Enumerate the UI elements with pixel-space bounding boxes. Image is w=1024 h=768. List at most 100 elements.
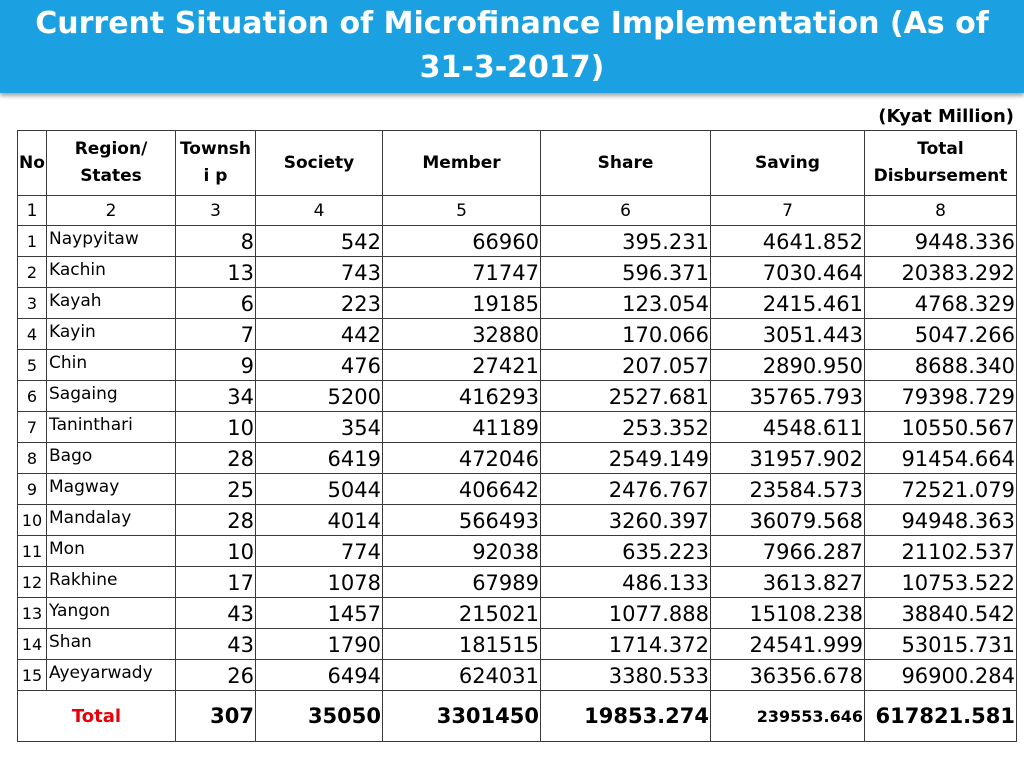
saving-value: 15108.238 bbox=[710, 597, 865, 629]
member-count: 416293 bbox=[382, 380, 541, 412]
row-number: 3 bbox=[17, 287, 47, 319]
table-row: 1 Naypyitaw 8 542 66960 395.231 4641.852 9448.3… bbox=[17, 225, 1017, 257]
township-count: 28 bbox=[175, 442, 256, 474]
row-number: 12 bbox=[17, 566, 47, 598]
saving-value: 4641.852 bbox=[710, 225, 865, 257]
township-count: 43 bbox=[175, 597, 256, 629]
society-count: 5200 bbox=[255, 380, 383, 412]
row-number: 13 bbox=[17, 597, 47, 629]
col-header-total-disbursement: Total Disbursement bbox=[864, 130, 1017, 196]
table-row: 12 Rakhine 17 1078 67989 486.133 3613.827 10753… bbox=[17, 566, 1017, 598]
disbursement-value: 8688.340 bbox=[864, 349, 1017, 381]
total-member: 3301450 bbox=[382, 690, 541, 742]
society-count: 1078 bbox=[255, 566, 383, 598]
society-count: 223 bbox=[255, 287, 383, 319]
disbursement-value: 96900.284 bbox=[864, 659, 1017, 691]
disbursement-value: 91454.664 bbox=[864, 442, 1017, 474]
column-index-cell: 6 bbox=[540, 195, 711, 226]
share-value: 1077.888 bbox=[540, 597, 711, 629]
col-header-share: Share bbox=[540, 130, 711, 196]
society-count: 6419 bbox=[255, 442, 383, 474]
header-row: No Region/ States Townshi p Society Memb… bbox=[17, 130, 1017, 196]
saving-value: 7966.287 bbox=[710, 535, 865, 567]
table-row: 3 Kayah 6 223 19185 123.054 2415.461 4768.329 bbox=[17, 287, 1017, 319]
col-header-saving: Saving bbox=[710, 130, 865, 196]
share-value: 253.352 bbox=[540, 411, 711, 443]
member-count: 67989 bbox=[382, 566, 541, 598]
township-count: 13 bbox=[175, 256, 256, 288]
share-value: 123.054 bbox=[540, 287, 711, 319]
disbursement-value: 10550.567 bbox=[864, 411, 1017, 443]
disbursement-value: 53015.731 bbox=[864, 628, 1017, 660]
member-count: 92038 bbox=[382, 535, 541, 567]
member-count: 27421 bbox=[382, 349, 541, 381]
row-number: 14 bbox=[17, 628, 47, 660]
region-name: Rakhine bbox=[46, 566, 176, 598]
table-row: 5 Chin 9 476 27421 207.057 2890.950 8688.340 bbox=[17, 349, 1017, 381]
table-row: 14 Shan 43 1790 181515 1714.372 24541.999 53015… bbox=[17, 628, 1017, 660]
society-count: 542 bbox=[255, 225, 383, 257]
column-index-cell: 4 bbox=[255, 195, 383, 226]
region-name: Shan bbox=[46, 628, 176, 660]
township-count: 17 bbox=[175, 566, 256, 598]
township-count: 6 bbox=[175, 287, 256, 319]
row-number: 10 bbox=[17, 504, 47, 536]
row-number: 11 bbox=[17, 535, 47, 567]
saving-value: 4548.611 bbox=[710, 411, 865, 443]
township-count: 28 bbox=[175, 504, 256, 536]
page-title-line1: Current Situation of Microfinance Implem… bbox=[35, 6, 989, 41]
row-number: 15 bbox=[17, 659, 47, 691]
society-count: 1457 bbox=[255, 597, 383, 629]
share-value: 395.231 bbox=[540, 225, 711, 257]
member-count: 41189 bbox=[382, 411, 541, 443]
share-value: 1714.372 bbox=[540, 628, 711, 660]
share-value: 2527.681 bbox=[540, 380, 711, 412]
row-number: 7 bbox=[17, 411, 47, 443]
society-count: 442 bbox=[255, 318, 383, 350]
total-disbursement: 617821.581 bbox=[864, 690, 1017, 742]
society-count: 6494 bbox=[255, 659, 383, 691]
table-row: 9 Magway 25 5044 406642 2476.767 23584.573 7252… bbox=[17, 473, 1017, 505]
share-value: 635.223 bbox=[540, 535, 711, 567]
saving-value: 36356.678 bbox=[710, 659, 865, 691]
member-count: 66960 bbox=[382, 225, 541, 257]
region-name: Ayeyarwady bbox=[46, 659, 176, 691]
share-value: 2476.767 bbox=[540, 473, 711, 505]
share-value: 3380.533 bbox=[540, 659, 711, 691]
row-number: 8 bbox=[17, 442, 47, 474]
row-number: 6 bbox=[17, 380, 47, 412]
column-index-cell: 7 bbox=[710, 195, 865, 226]
region-name: Magway bbox=[46, 473, 176, 505]
region-name: Sagaing bbox=[46, 380, 176, 412]
table-row: 2 Kachin 13 743 71747 596.371 7030.464 20383.29… bbox=[17, 256, 1017, 288]
disbursement-value: 38840.542 bbox=[864, 597, 1017, 629]
table-row: 13 Yangon 43 1457 215021 1077.888 15108.238 388… bbox=[17, 597, 1017, 629]
share-value: 3260.397 bbox=[540, 504, 711, 536]
table-row: 7 Taninthari 10 354 41189 253.352 4548.611 1055… bbox=[17, 411, 1017, 443]
society-count: 774 bbox=[255, 535, 383, 567]
township-count: 34 bbox=[175, 380, 256, 412]
microfinance-table: No Region/ States Townshi p Society Memb… bbox=[17, 130, 1017, 742]
col-header-society: Society bbox=[255, 130, 383, 196]
saving-value: 2415.461 bbox=[710, 287, 865, 319]
disbursement-value: 94948.363 bbox=[864, 504, 1017, 536]
township-count: 8 bbox=[175, 225, 256, 257]
region-name: Kachin bbox=[46, 256, 176, 288]
share-value: 486.133 bbox=[540, 566, 711, 598]
total-row: Total 307 35050 3301450 19853.274 239553… bbox=[17, 690, 1017, 742]
title-bar: Current Situation of Microfinance Implem… bbox=[0, 0, 1024, 93]
society-count: 743 bbox=[255, 256, 383, 288]
region-name: Mon bbox=[46, 535, 176, 567]
member-count: 624031 bbox=[382, 659, 541, 691]
society-count: 1790 bbox=[255, 628, 383, 660]
table-row: 15 Ayeyarwady 26 6494 624031 3380.533 36356.67… bbox=[17, 659, 1017, 691]
total-society: 35050 bbox=[255, 690, 383, 742]
share-value: 596.371 bbox=[540, 256, 711, 288]
column-index-cell: 5 bbox=[382, 195, 541, 226]
table-row: 11 Mon 10 774 92038 635.223 7966.287 21102.537 bbox=[17, 535, 1017, 567]
column-index-cell: 1 bbox=[17, 195, 47, 226]
unit-label: (Kyat Million) bbox=[878, 106, 1014, 127]
saving-value: 7030.464 bbox=[710, 256, 865, 288]
region-name: Yangon bbox=[46, 597, 176, 629]
saving-value: 2890.950 bbox=[710, 349, 865, 381]
